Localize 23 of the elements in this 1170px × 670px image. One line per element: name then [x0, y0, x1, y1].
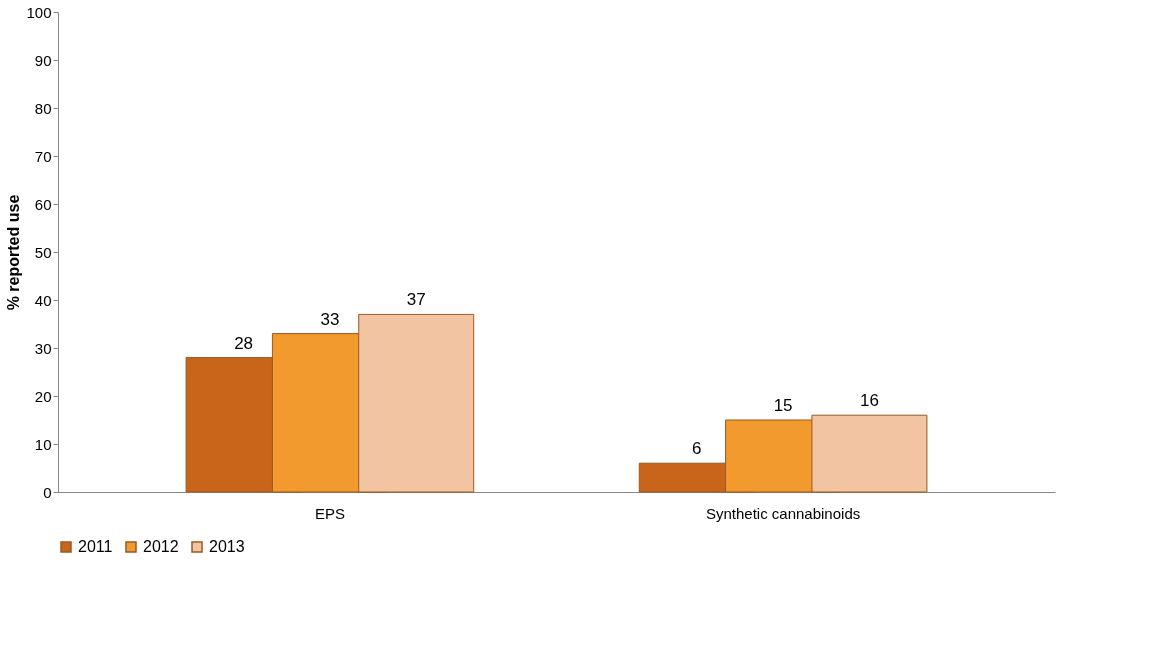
y-tick-label: 60	[34, 195, 52, 213]
data-label: 37	[406, 290, 426, 310]
data-label: 16	[859, 391, 879, 411]
x-tick-label: Synthetic cannabinoids	[705, 504, 861, 522]
y-tick-label: 70	[34, 147, 52, 165]
y-tick-label: 100	[26, 3, 52, 21]
y-tick-label: 0	[43, 483, 52, 501]
data-label: 15	[773, 396, 793, 415]
legend-label: 2011	[78, 538, 113, 555]
legend-label: 2012	[143, 538, 179, 555]
y-tick-label: 20	[34, 387, 52, 405]
data-label: 28	[234, 333, 254, 353]
x-tick-label: EPS	[314, 504, 345, 522]
data-label: 33	[320, 309, 340, 329]
y-tick-label: 40	[34, 291, 52, 309]
y-tick-label: 10	[34, 435, 52, 453]
legend-label: 2013	[209, 538, 245, 555]
y-tick-label: 30	[34, 339, 52, 357]
data-label: 6	[692, 439, 702, 459]
y-tick-label: 80	[34, 99, 52, 117]
y-tick-label: 90	[34, 51, 52, 69]
y-axis-title: % reported use	[5, 194, 23, 311]
y-tick-label: 50	[34, 243, 52, 261]
